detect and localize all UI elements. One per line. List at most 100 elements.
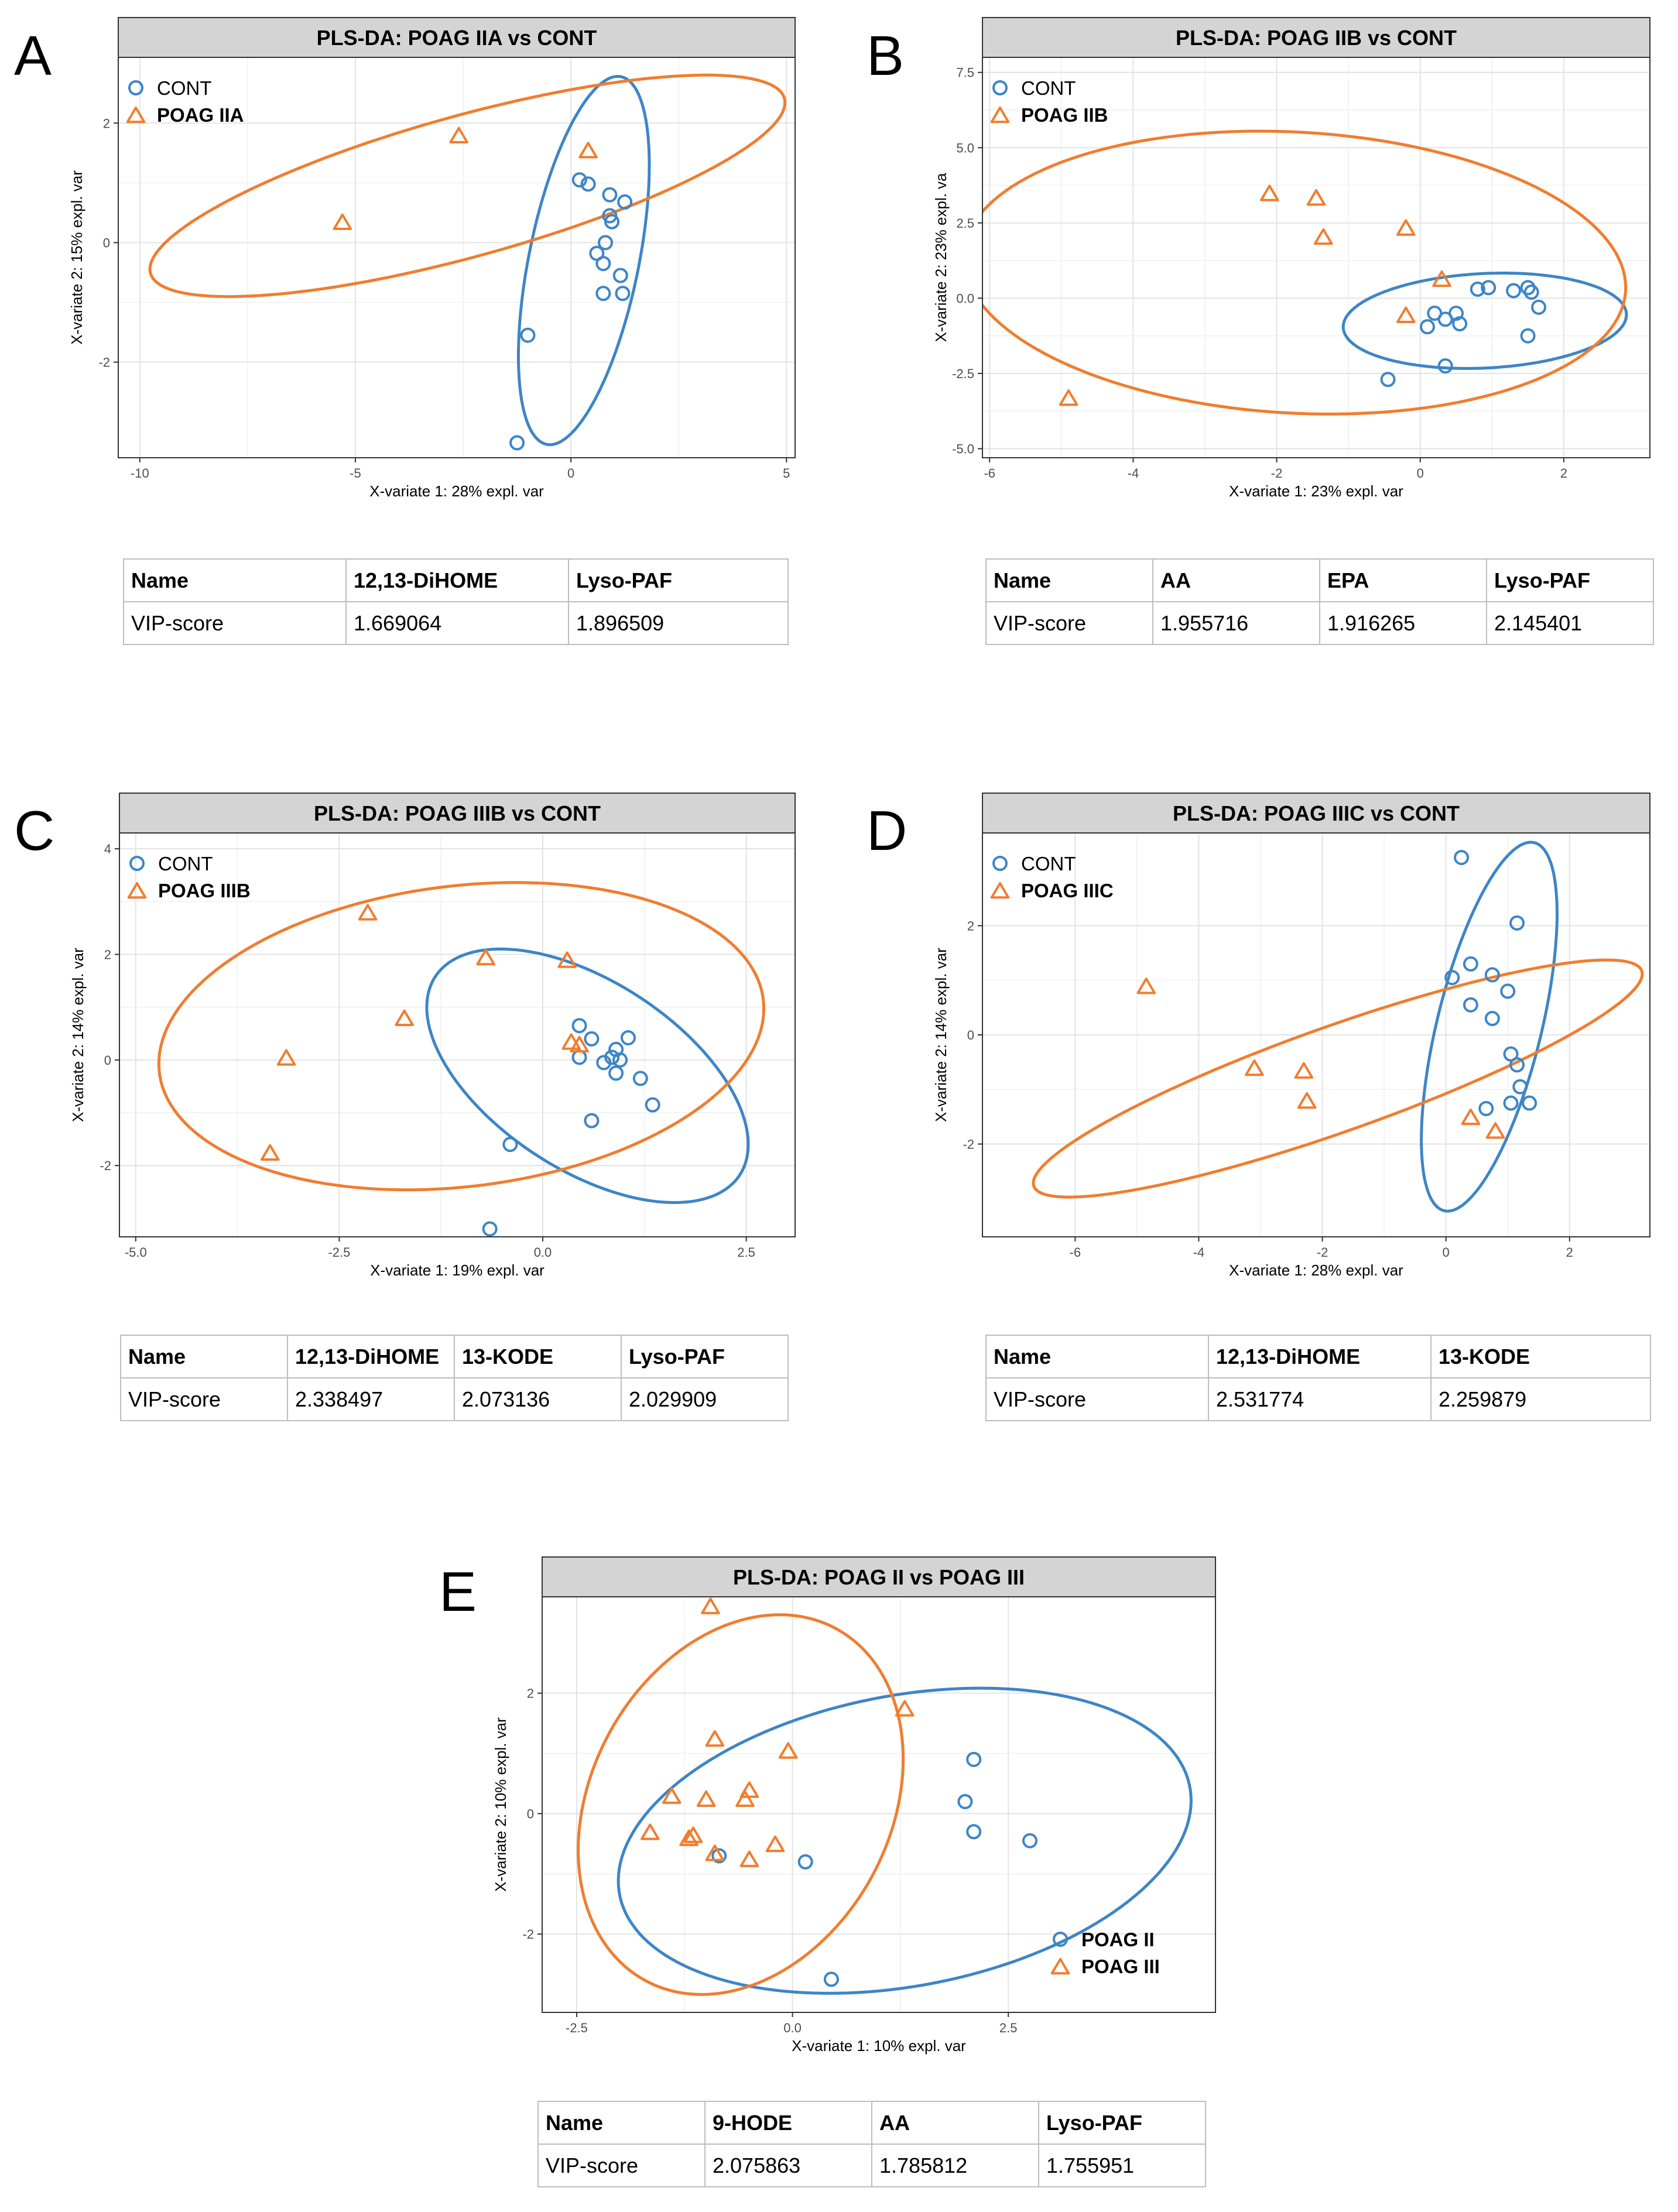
x-tick-label: 0: [1443, 1245, 1450, 1260]
legend-label-cont: CONT: [158, 853, 213, 874]
x-tick-label: 0: [1417, 466, 1424, 481]
y-axis-label: X-variate 2: 14% expl. var: [69, 948, 87, 1122]
legend: CONT POAG IIIB: [127, 853, 251, 901]
cont-point: [1522, 1095, 1537, 1111]
legend-circle-marker: [1053, 1932, 1068, 1947]
poag-iib-point: [1306, 189, 1326, 206]
table-cell: 1.669064: [345, 601, 569, 645]
y-tick-label: 7.5: [956, 66, 974, 80]
legend-triangle-marker: [1050, 1958, 1070, 1975]
cont-point: [1512, 1079, 1528, 1095]
legend-circle-marker: [128, 80, 143, 95]
chart-panel-b: PLS-DA: POAG IIB vs CONT -6 -4 -2 0 2 -5.0 -2.5…: [932, 17, 1650, 500]
poag-ii-point: [1022, 1833, 1038, 1849]
poag-ii-point: [823, 1971, 839, 1987]
table-row: VIP-score 2.338497 2.073136 2.029909: [120, 1377, 789, 1421]
table-header-cell: Lyso-PAF: [621, 1335, 789, 1378]
chart-panel-a: PLS-DA: POAG IIA vs CONT -10 -5 0 5 -2 0 2 X-var…: [68, 17, 796, 500]
legend-circle-marker: [129, 856, 145, 871]
cont-point: [602, 187, 618, 203]
legend: CONT POAG IIA: [126, 77, 244, 126]
table-cell: 2.531774: [1208, 1377, 1432, 1421]
y-tick-label: -2.5: [952, 366, 974, 381]
poag-iib-point: [1314, 228, 1333, 245]
poag-iii-point: [705, 1844, 725, 1861]
cont-point: [1437, 311, 1453, 327]
y-axis-label: X-variate 2: 10% expl. var: [492, 1717, 509, 1892]
legend-triangle-marker: [127, 882, 147, 899]
cont-point: [1481, 280, 1496, 296]
cont-point: [617, 194, 633, 210]
cont-point: [604, 214, 620, 229]
cont-point: [596, 1055, 612, 1071]
data-layer: [157, 881, 766, 1237]
legend: CONT POAG IIB: [990, 77, 1108, 126]
plot-area: [118, 57, 795, 458]
cont-point: [1463, 956, 1478, 972]
poag-iib-point: [1396, 219, 1416, 236]
cont-confidence-ellipse: [1420, 841, 1559, 1213]
table-header-row: Name 12,13-DiHOME Lyso-PAF: [123, 558, 789, 602]
table-row: VIP-score 2.531774 2.259879: [985, 1377, 1651, 1421]
poag-iiib-confidence-ellipse: [157, 881, 766, 1192]
y-tick-label: 2: [527, 1686, 534, 1701]
poag-iii-point: [765, 1835, 785, 1853]
y-tick-label: -5.0: [952, 442, 974, 457]
table-header-row: Name 12,13-DiHOME 13-KODE: [985, 1335, 1651, 1378]
plot-area: [982, 57, 1650, 458]
table-cell: 2.029909: [621, 1377, 789, 1421]
poag-iiib-point: [260, 1144, 280, 1161]
poag-iiib-point: [570, 1035, 589, 1053]
poag-iiib-point: [395, 1009, 414, 1026]
panel-letter-c: C: [14, 800, 55, 862]
x-axis-label: X-variate 1: 28% expl. var: [369, 482, 544, 500]
poag-ii-point: [966, 1824, 982, 1840]
title-strip: [118, 17, 796, 58]
legend-label-poag-iii: POAG III: [1081, 1956, 1160, 1977]
x-axis-label: X-variate 1: 19% expl. var: [370, 1261, 545, 1279]
cont-point: [1463, 997, 1478, 1013]
poag-iib-confidence-ellipse: [982, 129, 1628, 416]
legend-label-cont: CONT: [157, 77, 212, 99]
table-header-cell: 12,13-DiHOME: [345, 558, 569, 602]
cont-point: [1523, 284, 1539, 300]
cont-point: [1506, 283, 1522, 299]
poag-iia-point: [333, 213, 352, 231]
table-cell: VIP-score: [537, 2144, 706, 2187]
legend-label-poag-iib: POAG IIB: [1021, 104, 1108, 126]
cont-point: [482, 1221, 498, 1237]
chart-title: PLS-DA: POAG IIIB vs CONT: [314, 801, 601, 825]
table-header-cell: Name: [985, 1335, 1209, 1378]
poag-iii-point: [735, 1790, 755, 1808]
poag-ii-point: [966, 1751, 982, 1767]
poag-iiib-point: [557, 951, 577, 968]
title-strip: [982, 793, 1650, 834]
table-header-cell: 9-HODE: [704, 2101, 872, 2145]
y-tick-label: -2: [963, 1137, 974, 1151]
poag-iiic-point: [1294, 1062, 1314, 1079]
table-row: VIP-score 1.955716 1.916265 2.145401: [985, 601, 1654, 645]
poag-iiib-point: [276, 1049, 296, 1066]
legend-triangle-marker: [126, 107, 146, 124]
poag-iia-point: [578, 142, 598, 159]
x-tick-label: -10: [131, 466, 149, 481]
legend-circle-marker: [992, 856, 1008, 871]
cont-point: [645, 1097, 660, 1113]
chart-title: PLS-DA: POAG IIIC vs CONT: [1173, 801, 1460, 825]
cont-point: [571, 172, 587, 188]
cont-point: [580, 176, 596, 192]
table-cell: VIP-score: [985, 601, 1153, 645]
table-row: VIP-score 1.669064 1.896509: [123, 601, 789, 645]
x-axis-label: X-variate 1: 10% expl. var: [792, 2037, 966, 2055]
poag-iii-point: [662, 1787, 682, 1804]
poag-iii-point: [778, 1742, 798, 1759]
y-axis-label: X-variate 2: 14% expl. var: [932, 948, 950, 1122]
plot-border: [542, 1596, 1216, 2013]
x-tick-label: -2.5: [566, 2021, 588, 2035]
poag-iib-point: [1260, 184, 1279, 201]
legend: POAG II POAG III: [1050, 1929, 1160, 1977]
x-tick-label: -2: [1317, 1245, 1328, 1260]
panel-letter-d: D: [867, 800, 908, 862]
table-cell: 1.896509: [568, 601, 789, 645]
x-axis-label: X-variate 1: 28% expl. var: [1229, 1261, 1403, 1279]
